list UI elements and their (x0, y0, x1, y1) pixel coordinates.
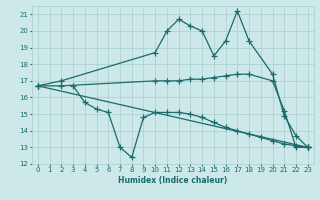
X-axis label: Humidex (Indice chaleur): Humidex (Indice chaleur) (118, 176, 228, 185)
